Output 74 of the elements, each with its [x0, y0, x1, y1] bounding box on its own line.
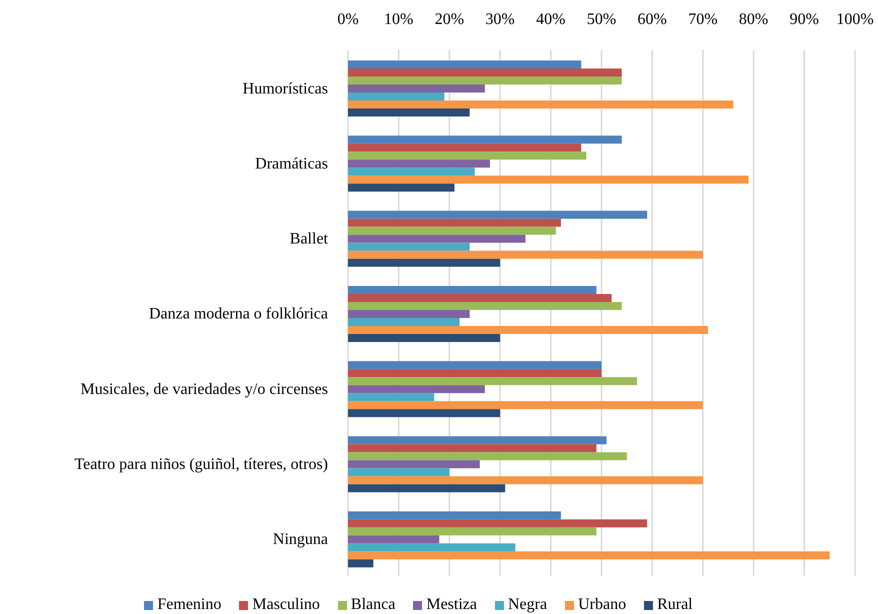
bar — [348, 92, 444, 101]
bar — [348, 60, 582, 69]
bar — [348, 401, 703, 410]
x-tick-label: 50% — [586, 11, 616, 28]
legend-label: Femenino — [157, 596, 222, 613]
bar — [348, 84, 485, 93]
bar — [348, 436, 607, 444]
legend-label: Blanca — [350, 596, 396, 613]
bar — [348, 176, 749, 184]
bar — [348, 393, 434, 402]
bar — [348, 326, 708, 334]
bar — [348, 226, 556, 235]
y-tick-label: Danza moderna o folklórica — [148, 306, 328, 323]
bar — [348, 76, 622, 85]
bar — [348, 68, 622, 77]
y-tick-label: Humorísticas — [242, 80, 328, 98]
bar — [348, 511, 561, 520]
bar — [348, 250, 703, 259]
bar — [348, 377, 637, 386]
bar — [348, 136, 622, 144]
bar — [348, 318, 460, 326]
bar — [348, 258, 500, 267]
legend-label: Mestiza — [426, 596, 477, 613]
bar — [348, 100, 734, 109]
y-tick-label: Ninguna — [272, 531, 328, 548]
x-tick-label: 40% — [536, 11, 566, 28]
bar — [348, 484, 506, 492]
legend-label: Negra — [508, 596, 548, 613]
x-tick-label: 100% — [836, 11, 874, 28]
bar — [348, 302, 622, 310]
bar — [348, 361, 602, 370]
y-tick-label: Ballet — [290, 230, 329, 248]
bar — [348, 144, 582, 152]
bar — [348, 168, 475, 176]
x-tick-label: 20% — [434, 11, 464, 28]
bar — [348, 286, 596, 294]
bar — [348, 452, 627, 460]
x-tick-label: 70% — [688, 11, 718, 28]
bar — [348, 535, 440, 544]
x-tick-label: 30% — [485, 11, 515, 28]
x-tick-label: 90% — [790, 11, 819, 28]
bar — [348, 527, 596, 536]
x-tick-label: 60% — [638, 11, 667, 28]
bar — [348, 369, 602, 378]
bar — [348, 310, 470, 318]
bar — [348, 476, 703, 484]
bar — [348, 210, 648, 219]
bar — [348, 385, 485, 394]
bar — [348, 460, 480, 468]
y-tick-label: Musicales, de variedades y/o circenses — [80, 380, 328, 398]
x-tick-label: 10% — [384, 11, 414, 28]
bar — [348, 242, 470, 251]
bar — [348, 234, 526, 243]
bar — [348, 559, 374, 568]
bar — [348, 543, 516, 552]
legend-label: Rural — [657, 596, 693, 613]
bar — [348, 152, 586, 160]
bar — [348, 108, 470, 117]
x-tick-label: 80% — [738, 11, 768, 28]
bar — [348, 294, 612, 302]
bar — [348, 409, 500, 418]
bar — [348, 334, 500, 342]
bar — [348, 551, 830, 560]
y-tick-label: Dramáticas — [255, 155, 328, 172]
x-tick-label: 0% — [337, 11, 359, 28]
bar — [348, 444, 596, 452]
bar — [348, 519, 648, 528]
legend-label: Urbano — [578, 596, 626, 613]
bar — [348, 468, 450, 476]
bar — [348, 218, 561, 227]
y-tick-label: Teatro para niños (guiñol, títeres, otros) — [74, 456, 328, 473]
legend-label: Masculino — [252, 596, 320, 613]
bar — [348, 160, 490, 168]
bar — [348, 184, 454, 192]
